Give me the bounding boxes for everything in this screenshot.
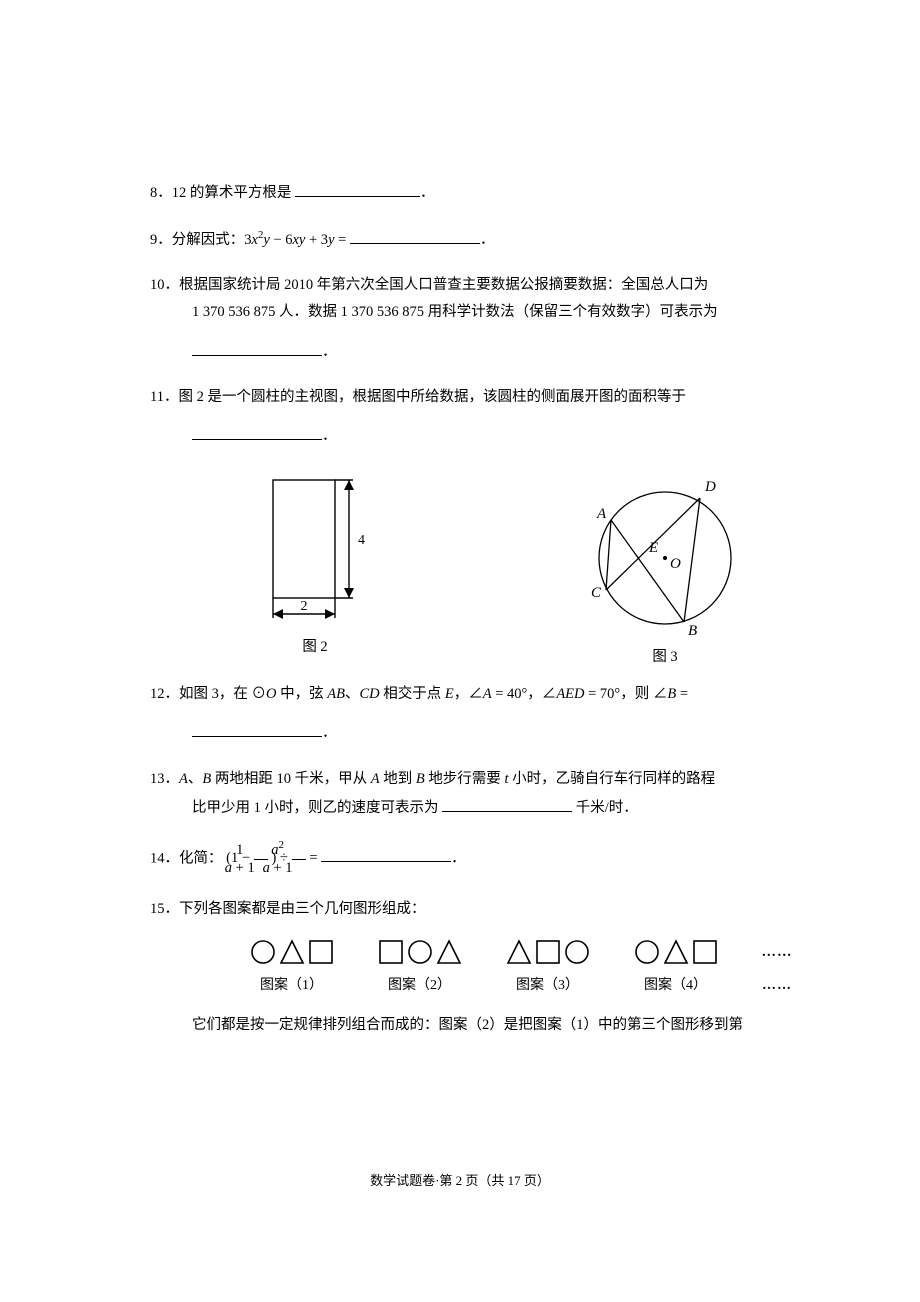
ellipsis-caption: …… — [762, 975, 793, 997]
pattern-3: 图案（3） — [506, 939, 590, 997]
svg-text:4: 4 — [358, 533, 365, 548]
page-footer: 数学试题卷·第 2 页（共 17 页） — [0, 1171, 920, 1192]
q8-text-a: 12 的算术平方根是 — [172, 185, 295, 201]
square-icon — [378, 939, 404, 965]
qnum-10: 10． — [150, 277, 179, 293]
q12-end: ． — [322, 725, 337, 741]
q10-blank — [192, 339, 322, 356]
q11-blank — [192, 423, 322, 440]
triangle-icon — [506, 939, 532, 965]
q13-blank — [442, 795, 572, 812]
question-8: 8．12 的算术平方根是 ． — [150, 180, 850, 205]
qnum-9: 9． — [150, 232, 172, 248]
pattern-caption: 图案（2） — [378, 975, 462, 997]
q14-tail: ． — [451, 850, 466, 866]
qnum-8: 8． — [150, 185, 172, 201]
svg-text:C: C — [591, 585, 602, 601]
circle-icon — [407, 939, 433, 965]
square-icon — [692, 939, 718, 965]
question-10: 10．根据国家统计局 2010 年第六次全国人口普查主要数据公报摘要数据：全国总… — [150, 274, 850, 364]
q14-frac2-den: a + 1 — [292, 860, 306, 877]
square-icon — [308, 939, 334, 965]
q14-frac1-num: 1 — [254, 842, 268, 860]
figure-3-caption: 图 3 — [575, 646, 755, 669]
q12-blank — [192, 720, 322, 737]
q13-line1: A、B 两地相距 10 千米，甲从 A 地到 B 地步行需要 t 小时，乙骑自行… — [179, 771, 715, 787]
pattern-2: 图案（2） — [378, 939, 462, 997]
figure-2-svg: 42 — [245, 470, 385, 630]
svg-text:B: B — [688, 623, 697, 639]
pattern-shapes — [378, 939, 462, 965]
square-icon — [535, 939, 561, 965]
q9-text-a: 分解因式： — [172, 232, 245, 248]
circle-icon — [564, 939, 590, 965]
q9-expr: 3x2y − 6xy + 3y = — [244, 232, 350, 248]
figure-3: A B C D EO 图 3 — [575, 470, 755, 669]
q9-blank — [350, 227, 480, 244]
question-9: 9．分解因式：3x2y − 6xy + 3y = ． — [150, 227, 850, 252]
qnum-14: 14． — [150, 850, 179, 866]
question-13: 13．A、B 两地相距 10 千米，甲从 A 地到 B 地步行需要 t 小时，乙… — [150, 768, 850, 820]
pattern-ellipsis: …… …… — [762, 939, 793, 997]
q8-text-b: ． — [420, 185, 435, 201]
figures-row: 42 图 2 ABCDEO 图 3 — [150, 470, 850, 669]
q10-line2: 1 370 536 875 人．数据 1 370 536 875 用科学计数法（… — [192, 304, 718, 320]
pattern-shapes — [506, 939, 590, 965]
q8-blank — [295, 180, 420, 197]
q15-line2: 它们都是按一定规律排列组合而成的：图案（2）是把图案（1）中的第三个图形移到第 — [192, 1017, 743, 1033]
pattern-caption: 图案（1） — [250, 975, 334, 997]
pattern-1: 图案（1） — [250, 939, 334, 997]
q12-line1: 如图 3，在 ⊙O 中，弦 AB、CD 相交于点 E，∠A = 40°，∠AED… — [179, 686, 688, 702]
circle-icon — [634, 939, 660, 965]
q14-frac2: a2 a + 1 — [292, 842, 306, 876]
triangle-icon — [663, 939, 689, 965]
qnum-11: 11． — [150, 389, 178, 405]
pattern-4: 图案（4） — [634, 939, 718, 997]
circle-icon — [250, 939, 276, 965]
q14-blank — [321, 845, 451, 862]
svg-text:D: D — [704, 479, 716, 495]
figure-2-caption: 图 2 — [245, 636, 385, 659]
question-14: 14．化简： (1 − 1 a + 1 ) ÷ a2 a + 1 = ． — [150, 842, 850, 876]
q9-text-b: ． — [480, 232, 495, 248]
q13-line2b: 千米/时． — [572, 800, 638, 816]
figure-3-svg: A B C D EO — [575, 470, 755, 640]
ellipsis-icon-row: …… — [762, 939, 793, 965]
triangle-icon — [279, 939, 305, 965]
q15-patterns-row: 图案（1） 图案（2） 图案（3） 图案（4） …… …… — [150, 939, 850, 997]
question-12: 12．如图 3，在 ⊙O 中，弦 AB、CD 相交于点 E，∠A = 40°，∠… — [150, 683, 850, 745]
qnum-15: 15． — [150, 901, 179, 917]
svg-text:O: O — [670, 556, 681, 572]
q10-end: ． — [322, 344, 337, 360]
qnum-12: 12． — [150, 686, 179, 702]
figure-2: 42 图 2 — [245, 470, 385, 659]
pattern-shapes — [250, 939, 334, 965]
pattern-caption: 图案（3） — [506, 975, 590, 997]
question-15: 15．下列各图案都是由三个几何图形组成： 图案（1） 图案（2） 图案（3） 图案（4… — [150, 898, 850, 1037]
q11-line1: 图 2 是一个圆柱的主视图，根据图中所给数据，该圆柱的侧面展开图的面积等于 — [178, 389, 686, 405]
triangle-icon — [436, 939, 462, 965]
q13-line2a: 比甲少用 1 小时，则乙的速度可表示为 — [192, 800, 442, 816]
qnum-13: 13． — [150, 771, 179, 787]
svg-text:E: E — [648, 540, 658, 556]
pattern-caption: 图案（4） — [634, 975, 718, 997]
q10-line1: 根据国家统计局 2010 年第六次全国人口普查主要数据公报摘要数据：全国总人口为 — [179, 277, 708, 293]
q15-lead: 下列各图案都是由三个几何图形组成： — [179, 901, 426, 917]
q14-frac2-num: a2 — [292, 842, 306, 860]
pattern-shapes — [634, 939, 718, 965]
q11-end: ． — [322, 428, 337, 444]
q14-lead: 化简： — [179, 850, 223, 866]
question-11: 11．图 2 是一个圆柱的主视图，根据图中所给数据，该圆柱的侧面展开图的面积等于… — [150, 386, 850, 448]
svg-text:2: 2 — [301, 599, 308, 614]
svg-text:A: A — [596, 506, 607, 522]
page-content: 8．12 的算术平方根是 ． 9．分解因式：3x2y − 6xy + 3y = … — [150, 180, 850, 1037]
